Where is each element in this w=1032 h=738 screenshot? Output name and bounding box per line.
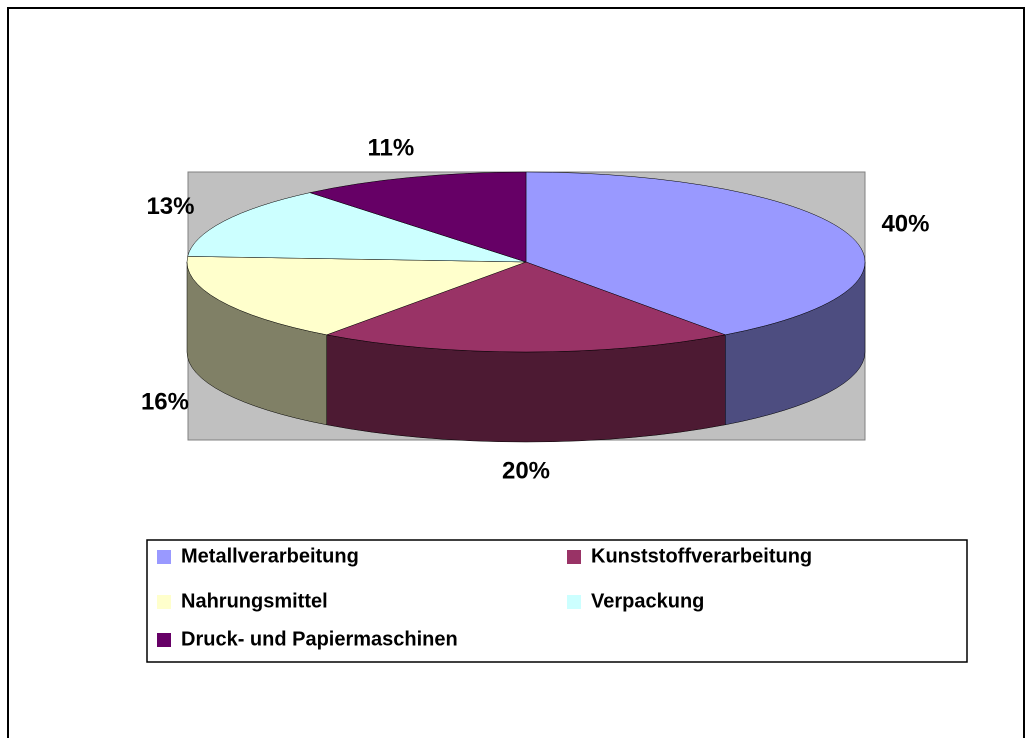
data-label: 40%	[881, 210, 929, 237]
legend-swatch	[567, 595, 581, 609]
slice	[187, 192, 527, 263]
slice	[308, 171, 527, 263]
legend-swatch	[157, 633, 171, 647]
data-label: 11%	[367, 134, 414, 161]
legend-label: Kunststoffverarbeitung	[591, 545, 812, 567]
legend: Metallverarbeitung Kunststoffverarbeitung…	[157, 545, 812, 650]
slice	[525, 171, 866, 336]
legend-label: Druck- und Papiermaschinen	[181, 628, 458, 650]
slice	[186, 256, 527, 336]
legend-swatch	[157, 595, 171, 609]
legend-box	[146, 539, 968, 663]
data-label: 16%	[141, 388, 189, 415]
legend-label: Metallverarbeitung	[181, 545, 359, 567]
legend-label: Verpackung	[591, 590, 704, 612]
data-label: 13%	[146, 193, 194, 220]
legend-swatch	[157, 550, 171, 564]
legend-swatch	[567, 550, 581, 564]
data-label: 20%	[502, 457, 550, 484]
slice	[325, 261, 727, 353]
legend-label: Nahrungsmittel	[181, 590, 328, 612]
pie: 40% 20% 16% 13% 11%	[141, 134, 930, 484]
